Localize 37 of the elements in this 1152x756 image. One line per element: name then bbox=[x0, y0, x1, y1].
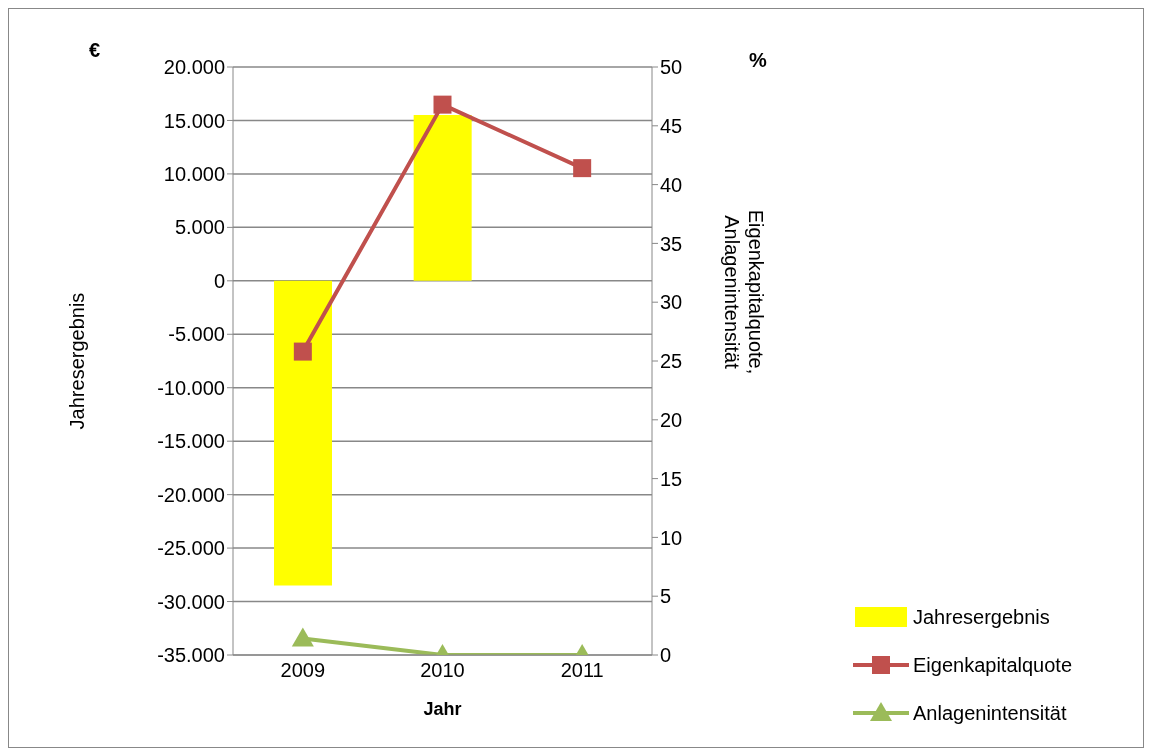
y2-tick-label: 45 bbox=[660, 114, 683, 137]
point bbox=[433, 95, 452, 114]
y-tick-label: 0 bbox=[213, 269, 225, 292]
y-tick-label: -10.000 bbox=[157, 376, 225, 399]
y2-tick-label: 10 bbox=[660, 526, 683, 549]
y-tick-label: 5.000 bbox=[174, 216, 225, 239]
text: % bbox=[749, 49, 767, 72]
y-tick-label: -5.000 bbox=[168, 323, 225, 346]
y2-tick-label: 0 bbox=[660, 644, 672, 667]
y2-tick-label: 30 bbox=[660, 291, 683, 314]
y2-tick-label: 50 bbox=[660, 56, 683, 79]
y-tick-label: -15.000 bbox=[157, 430, 225, 453]
x-tick-label: 2010 bbox=[420, 659, 465, 682]
point bbox=[573, 159, 592, 178]
legend-label: Anlagenintensität bbox=[913, 701, 1067, 725]
legend-label: Jahresergebnis bbox=[913, 605, 1050, 629]
text: € bbox=[89, 39, 101, 62]
y-tick-label: 10.000 bbox=[163, 163, 225, 186]
y-tick-label: 20.000 bbox=[163, 56, 225, 79]
y-tick-label: -20.000 bbox=[157, 483, 225, 506]
y2-tick-label: 20 bbox=[660, 408, 683, 431]
y2-tick-label: 25 bbox=[660, 350, 683, 373]
y2-tick-label: 5 bbox=[660, 585, 672, 608]
x-axis-title: Jahr bbox=[423, 699, 462, 719]
y-tick-label: -25.000 bbox=[157, 537, 225, 560]
y2-tick-label: 15 bbox=[660, 467, 683, 490]
x-tick-label: 2009 bbox=[280, 659, 326, 682]
y2-tick-label: 35 bbox=[660, 232, 683, 255]
x-tick-label: 2011 bbox=[560, 659, 604, 682]
y-tick-label: -35.000 bbox=[157, 644, 225, 667]
point bbox=[293, 342, 312, 361]
y2-axis-title: Eigenkapitalquote, Anlagenintensität bbox=[721, 209, 767, 375]
y-axis-title: Jahresergebnis bbox=[66, 292, 89, 430]
y-tick-label: 15.000 bbox=[163, 109, 225, 132]
y2-tick-label: 40 bbox=[660, 173, 683, 196]
legend-label: Eigenkapitalquote bbox=[913, 653, 1073, 677]
y-tick-label: -30.000 bbox=[157, 590, 225, 613]
